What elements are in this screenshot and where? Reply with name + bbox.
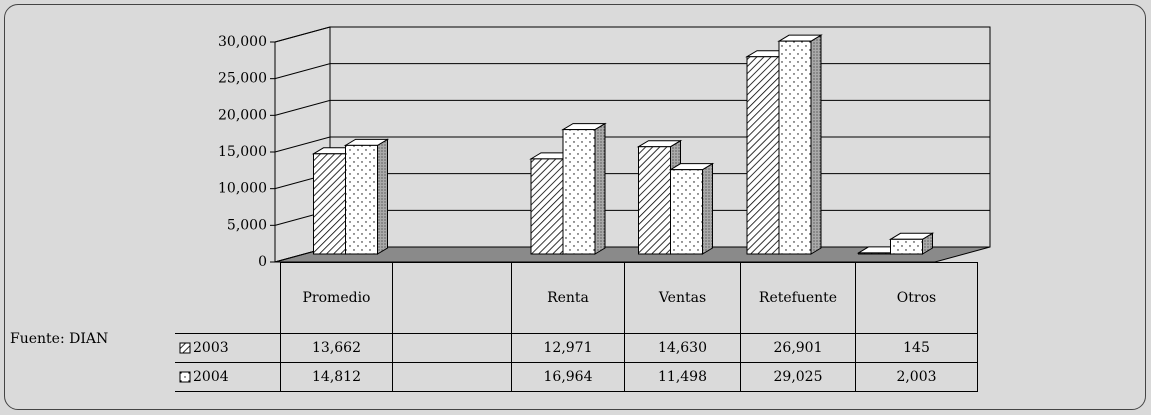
category-label: Promedio xyxy=(280,262,393,334)
y-tick-label: 30,000 xyxy=(218,34,267,50)
bar xyxy=(746,56,780,255)
bar xyxy=(670,169,703,255)
bar xyxy=(638,146,671,255)
category-label: Ventas xyxy=(624,262,741,334)
annotation: Fuente: DIAN xyxy=(10,331,109,347)
legend-entry: 2004 xyxy=(175,362,281,392)
bar-side xyxy=(702,162,713,255)
category-label xyxy=(392,262,512,334)
bar xyxy=(562,129,596,255)
table-row: 2004 14,812 16,964 11,498 29,025 2,003 xyxy=(175,362,978,392)
bar xyxy=(345,144,378,255)
y-tick-label: 10,000 xyxy=(218,181,267,197)
value-cell xyxy=(392,362,512,392)
value-cell: 145 xyxy=(855,333,978,363)
bar xyxy=(778,40,812,255)
legend-entry: 2003 xyxy=(175,333,281,363)
category-label: Renta xyxy=(511,262,625,334)
table-row: 2003 13,662 12,971 14,630 26,901 145 xyxy=(175,333,978,363)
value-cell: 14,630 xyxy=(624,333,741,363)
legend-label: 2003 xyxy=(193,340,229,356)
legend-swatch xyxy=(179,371,191,383)
bar xyxy=(313,153,346,255)
category-label: Otros xyxy=(855,262,978,334)
bar xyxy=(530,158,564,255)
bar-side xyxy=(810,34,822,255)
data-table: Promedio Renta Ventas Retefuente Otros 2003 13… xyxy=(175,262,978,392)
y-tick-label: 25,000 xyxy=(218,71,267,87)
bar-side xyxy=(377,138,388,255)
bar-side xyxy=(594,122,606,255)
y-tick-label: 20,000 xyxy=(218,107,267,123)
swatch-rect xyxy=(179,371,191,383)
bar xyxy=(858,252,891,255)
y-tick-label: 5,000 xyxy=(227,217,267,233)
blank-cell xyxy=(175,262,281,334)
value-cell: 14,812 xyxy=(280,362,393,392)
value-cell: 16,964 xyxy=(511,362,625,392)
value-cell: 11,498 xyxy=(624,362,741,392)
value-cell: 2,003 xyxy=(855,362,978,392)
category-label: Retefuente xyxy=(740,262,856,334)
y-tick-label: 15,000 xyxy=(218,144,267,160)
legend-swatch xyxy=(179,342,191,354)
value-cell xyxy=(392,333,512,363)
value-cell: 13,662 xyxy=(280,333,393,363)
grid-line xyxy=(274,26,990,43)
legend-label: 2004 xyxy=(193,369,229,385)
y-tick-label: 0 xyxy=(258,254,267,270)
value-cell: 29,025 xyxy=(740,362,856,392)
value-cell: 26,901 xyxy=(740,333,856,363)
bar xyxy=(890,238,923,255)
table-header-row: Promedio Renta Ventas Retefuente Otros xyxy=(175,262,978,334)
swatch-rect xyxy=(179,342,191,354)
value-cell: 12,971 xyxy=(511,333,625,363)
